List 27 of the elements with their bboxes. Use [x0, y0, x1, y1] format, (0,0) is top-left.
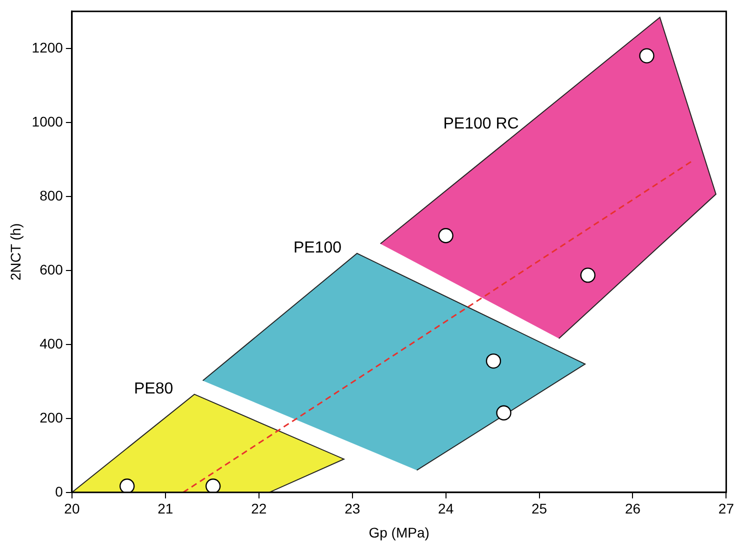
- series-label: PE80: [134, 380, 174, 398]
- y-tick-label: 800: [40, 187, 64, 204]
- point: [438, 228, 454, 244]
- point: [496, 405, 512, 420]
- x-tick-label: 24: [438, 500, 454, 517]
- point: [486, 353, 502, 369]
- y-tick-label: 200: [40, 409, 64, 426]
- x-tick-label: 21: [158, 500, 174, 517]
- x-tick-label: 22: [251, 500, 267, 517]
- x-tick-label: 23: [344, 500, 360, 517]
- y-axis-title: 2NCT (h): [7, 223, 24, 281]
- x-tick-label: 26: [624, 500, 641, 517]
- series-label: PE100 RC: [443, 116, 519, 133]
- x-tick-label: 20: [64, 500, 80, 517]
- y-tick-label: 400: [40, 335, 64, 352]
- y-tick-label: 600: [40, 261, 64, 278]
- x-axis-title: Gp (MPa): [368, 524, 430, 540]
- point: [580, 268, 596, 283]
- y-tick-label: 0: [55, 483, 64, 500]
- point: [639, 48, 654, 64]
- y-tick-label: 1000: [32, 113, 64, 130]
- series-label: PE100: [293, 239, 342, 256]
- point: [119, 478, 135, 492]
- x-tick-label: 27: [718, 500, 734, 517]
- y-tick-label: 1200: [32, 39, 64, 56]
- point: [205, 478, 221, 492]
- x-tick-label: 25: [531, 500, 548, 517]
